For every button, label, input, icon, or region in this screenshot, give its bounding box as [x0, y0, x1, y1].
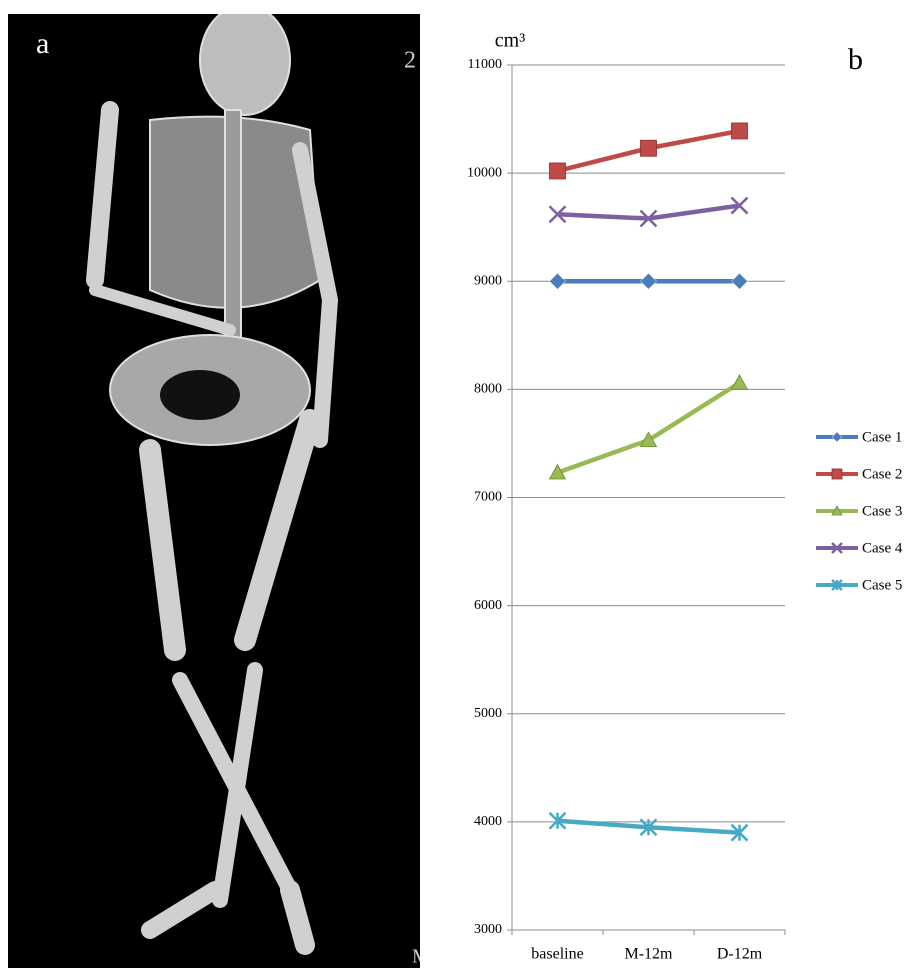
marker: [549, 272, 566, 290]
marker: [640, 139, 657, 157]
y-tick-label: 5000: [474, 706, 502, 721]
skeleton-image: 2 M: [8, 14, 430, 968]
marker: [548, 463, 567, 480]
y-tick-label: 8000: [474, 382, 502, 397]
image-mark: M: [412, 946, 430, 968]
legend-label: Case 4: [862, 540, 903, 556]
y-tick-label: 3000: [474, 922, 502, 937]
y-tick-label: 9000: [474, 273, 502, 288]
panel-label: b: [848, 43, 863, 76]
y-tick-label: 4000: [474, 814, 502, 829]
marker: [640, 272, 657, 290]
marker: [731, 122, 748, 140]
marker: [831, 431, 843, 443]
y-tick-label: 10000: [467, 165, 502, 180]
legend-label: Case 3: [862, 503, 902, 519]
marker: [831, 542, 843, 554]
x-tick-label: M-12m: [625, 946, 674, 963]
marker: [730, 374, 749, 390]
marker: [548, 205, 567, 224]
legend-label: Case 5: [862, 577, 902, 593]
marker: [639, 209, 658, 228]
x-tick-label: baseline: [531, 946, 583, 963]
marker: [639, 818, 658, 837]
marker: [549, 162, 566, 180]
marker: [831, 505, 843, 516]
marker: [730, 823, 749, 842]
marker: [548, 811, 567, 830]
y-tick-label: 7000: [474, 490, 502, 505]
marker: [639, 431, 658, 447]
series-line: [557, 203, 740, 221]
marker: [731, 272, 748, 290]
marker: [730, 196, 749, 215]
y-tick-label: 6000: [474, 598, 502, 613]
marker: [831, 579, 843, 591]
legend-label: Case 1: [862, 429, 902, 445]
legend-label: Case 2: [862, 466, 902, 482]
panel-label: a: [36, 27, 49, 60]
y-axis-label: cm³: [495, 30, 525, 52]
image-mark: 2: [404, 48, 416, 74]
x-tick-label: D-12m: [717, 946, 763, 963]
marker: [831, 468, 843, 480]
series-line: [556, 380, 741, 475]
y-tick-label: 11000: [468, 57, 502, 72]
